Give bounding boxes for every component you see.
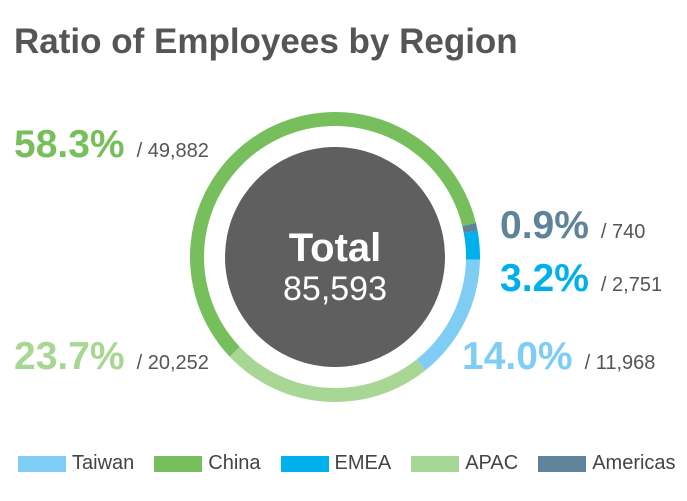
chart-title: Ratio of Employees by Region [14,22,518,61]
count-label-taiwan: / 11,968 [584,352,656,374]
slice-emea [463,230,480,260]
legend-item-apac: APAC [411,452,518,475]
percent-label-apac: 23.7% [14,335,125,378]
slice-taiwan [416,259,480,371]
data-label-americas: 0.9% / 740 [500,206,645,245]
center-total-value: 85,593 [283,270,387,308]
percent-label-china: 58.3% [14,123,125,166]
data-label-taiwan: 14.0% / 11,968 [462,337,655,376]
slice-china [190,112,476,357]
legend-item-americas: Americas [538,452,676,475]
legend-item-taiwan: Taiwan [18,452,134,475]
donut-slices [190,112,480,402]
percent-label-americas: 0.9% [500,204,589,247]
legend: Taiwan China EMEA APAC Americas [18,452,676,475]
legend-label-americas: Americas [592,452,676,474]
data-label-apac: 23.7% / 20,252 [14,337,209,376]
legend-label-apac: APAC [465,452,519,474]
legend-item-china: China [154,452,261,475]
legend-swatch-emea [280,455,329,472]
legend-label-china: China [208,452,261,474]
legend-swatch-china [154,455,203,472]
count-label-apac: / 20,252 [136,352,209,374]
data-label-emea: 3.2% / 2,751 [500,259,662,298]
legend-swatch-apac [411,455,460,472]
percent-label-emea: 3.2% [500,257,589,300]
legend-swatch-americas [538,455,587,472]
legend-item-emea: EMEA [280,452,392,475]
center-disc [225,147,445,367]
legend-label-taiwan: Taiwan [72,452,135,474]
legend-label-emea: EMEA [334,452,392,474]
slice-apac [229,347,426,402]
count-label-americas: / 740 [600,221,646,243]
data-label-china: 58.3% / 49,882 [14,125,209,164]
slice-americas [462,222,478,234]
legend-swatch-taiwan [18,455,66,472]
count-label-emea: / 2,751 [600,274,663,296]
count-label-china: / 49,882 [136,140,209,162]
center-total-label: Total [288,226,382,270]
percent-label-taiwan: 14.0% [462,335,573,378]
